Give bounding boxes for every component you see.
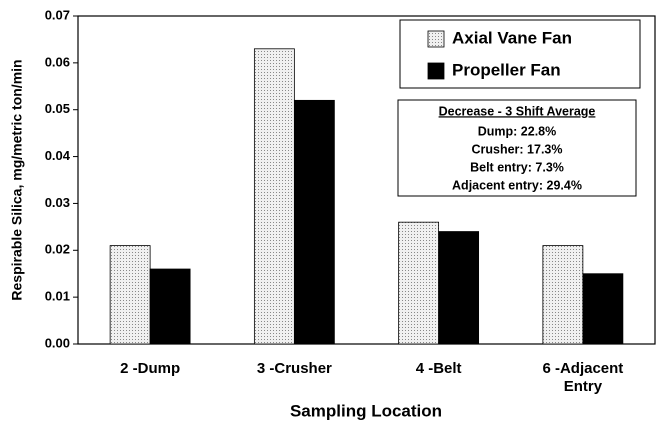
bar [398, 221, 440, 345]
legend-label: Axial Vane Fan [452, 28, 572, 47]
bar [438, 231, 480, 345]
bar [149, 268, 191, 345]
legend-label: Propeller Fan [452, 60, 561, 79]
legend-swatch [427, 62, 445, 80]
plot-frame [77, 15, 656, 345]
x-tick-label: 2 -Dump [120, 360, 181, 377]
annotation-title: Decrease - 3 Shift Average [439, 104, 596, 118]
y-axis-label: Respirable Silica, mg/metric ton/min [9, 59, 25, 300]
y-tick-label: 0.05 [45, 101, 70, 116]
bar [109, 245, 151, 345]
x-tick-label: 3 -Crusher [256, 360, 332, 377]
y-tick-label: 0.07 [45, 7, 70, 22]
y-tick-label: 0.00 [45, 335, 70, 350]
bar [253, 48, 295, 345]
annotation-line: Dump: 22.8% [478, 124, 557, 138]
bar [582, 273, 624, 345]
y-tick-label: 0.02 [45, 242, 70, 257]
y-tick-label: 0.04 [45, 148, 71, 163]
bar [293, 99, 335, 345]
annotation-line: Crusher: 17.3% [471, 142, 562, 156]
annotation-box [397, 99, 637, 197]
annotation-line: Belt entry: 7.3% [470, 160, 564, 174]
bar [542, 245, 584, 345]
x-axis-label: Sampling Location [290, 401, 442, 420]
x-tick-label: 4 -Belt [415, 360, 462, 377]
x-tick-label: 6 -Adjacent Entry [542, 360, 624, 395]
annotation-line: Adjacent entry: 29.4% [452, 178, 582, 192]
y-tick-label: 0.06 [45, 54, 70, 69]
y-tick-label: 0.01 [45, 289, 70, 304]
legend-swatch [427, 30, 445, 48]
y-tick-label: 0.03 [45, 195, 70, 210]
